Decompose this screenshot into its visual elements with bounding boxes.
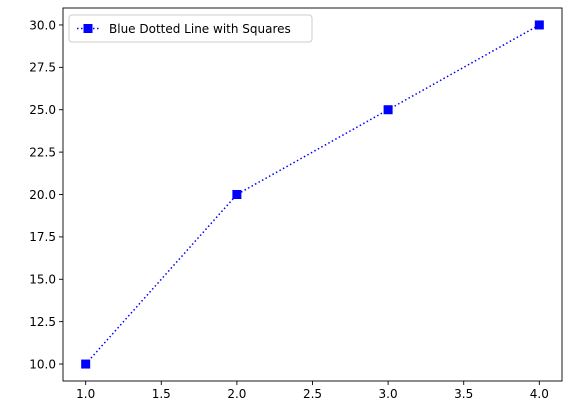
legend: Blue Dotted Line with Squares	[68, 14, 313, 43]
x-tick-label: 1.5	[152, 387, 171, 401]
x-tick-label: 4.0	[530, 387, 549, 401]
y-tick-label: 20.0	[29, 188, 56, 202]
x-tick-label: 2.5	[303, 387, 322, 401]
legend-box	[68, 14, 313, 43]
y-tick-label: 12.5	[29, 315, 56, 329]
y-tick-label: 22.5	[29, 145, 56, 159]
y-tick-label: 10.0	[29, 357, 56, 371]
axes-layer: 1.0 1.5 2.0 2.5 3.0 3.5 4.0 10.0 12.5 15.0 17.5 20.…	[29, 7, 563, 401]
legend-label: Blue Dotted Line with Squares	[109, 22, 291, 36]
x-tick-label: 3.0	[379, 387, 398, 401]
legend-marker-swatch	[83, 24, 93, 33]
data-point	[383, 105, 393, 115]
plot-layer	[81, 20, 544, 369]
y-tick-label: 27.5	[29, 61, 56, 75]
x-tick-label: 2.0	[227, 387, 246, 401]
x-tick-label: 3.5	[454, 387, 473, 401]
data-point	[81, 359, 91, 369]
y-tick-label: 30.0	[29, 18, 56, 32]
y-tick-label: 25.0	[29, 103, 56, 117]
data-point	[534, 20, 544, 30]
data-point	[232, 190, 242, 199]
x-tick-label: 1.0	[76, 387, 95, 401]
y-tick-label: 15.0	[29, 273, 56, 287]
y-tick-label: 17.5	[29, 230, 56, 244]
